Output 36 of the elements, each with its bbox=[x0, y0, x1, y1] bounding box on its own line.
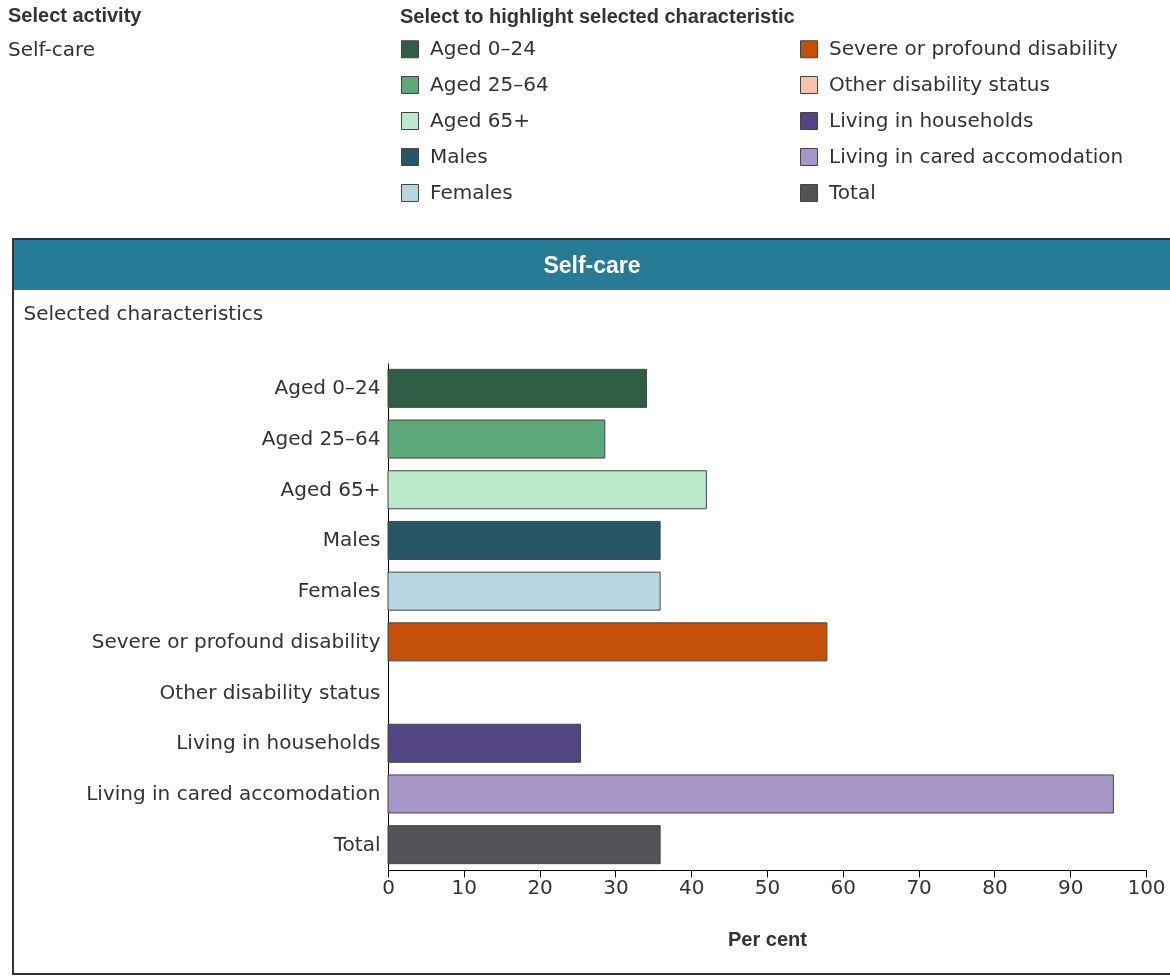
x-tick-label: 70 bbox=[906, 874, 932, 899]
legend-label: Living in households bbox=[829, 108, 1034, 132]
legend-label: Males bbox=[430, 144, 488, 168]
legend-label: Females bbox=[430, 180, 513, 204]
y-tick-label: Total bbox=[332, 831, 381, 856]
x-tick-label: 50 bbox=[754, 874, 781, 899]
legend-label: Total bbox=[828, 180, 876, 204]
text: Select activity bbox=[8, 4, 142, 27]
legend-title: Select to highlight selected characteristic bbox=[400, 5, 795, 27]
y-axis-title: Selected characteristics bbox=[23, 300, 264, 325]
y-tick-label: Severe or profound disability bbox=[91, 628, 381, 653]
y-tick-label: Living in households bbox=[176, 730, 381, 755]
x-tick-label: 60 bbox=[830, 874, 857, 899]
x-tick-label: 90 bbox=[1057, 874, 1084, 899]
y-tick-label: Aged 65+ bbox=[280, 476, 381, 501]
legend-label: Living in cared accomodation bbox=[829, 144, 1124, 168]
x-tick-label: 20 bbox=[527, 874, 553, 899]
x-tick-label: 80 bbox=[982, 874, 1008, 899]
y-tick-label: Other disability status bbox=[159, 679, 381, 704]
y-tick-label: Aged 0–24 bbox=[274, 375, 381, 400]
legend-label: Severe or profound disability bbox=[829, 36, 1118, 61]
text: Self-care bbox=[8, 37, 96, 61]
legend-label: Aged 0–24 bbox=[430, 36, 536, 61]
legend-label: Aged 25–64 bbox=[430, 72, 549, 96]
y-tick-label: Males bbox=[322, 527, 381, 552]
x-tick-label: 40 bbox=[678, 874, 705, 899]
y-tick-label: Females bbox=[297, 578, 381, 603]
x-axis-title: Per cent bbox=[728, 927, 808, 950]
x-tick-label: 30 bbox=[603, 874, 629, 899]
x-tick-label: 100 bbox=[1127, 874, 1166, 899]
y-tick-label: Aged 25–64 bbox=[261, 426, 381, 451]
legend-label: Other disability status bbox=[829, 72, 1050, 96]
legend-label: Aged 65+ bbox=[430, 108, 530, 132]
y-tick-label: Living in cared accomodation bbox=[86, 780, 381, 805]
x-tick-label: 0 bbox=[382, 874, 395, 899]
x-tick-label: 10 bbox=[451, 874, 478, 899]
